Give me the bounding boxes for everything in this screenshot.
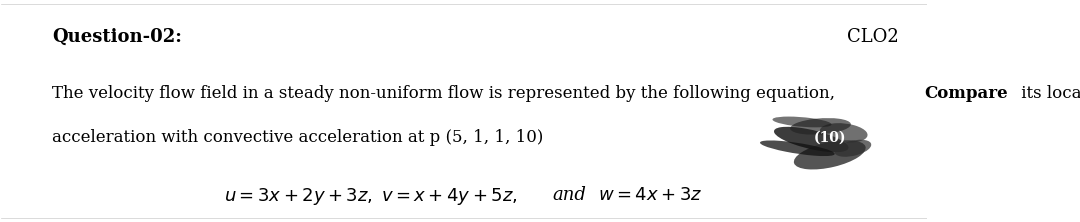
Text: its local: its local	[1016, 85, 1080, 102]
Text: Compare: Compare	[924, 85, 1008, 102]
Text: $v = x + 4y + 5z,$: $v = x + 4y + 5z,$	[381, 186, 517, 206]
Text: acceleration with convective acceleration at p (5, 1, 1, 10): acceleration with convective acceleratio…	[52, 129, 543, 146]
Ellipse shape	[835, 140, 872, 157]
Text: and: and	[552, 186, 586, 204]
Text: CLO2: CLO2	[848, 28, 900, 46]
Text: $u = 3x + 2y + 3z,$: $u = 3x + 2y + 3z,$	[224, 186, 373, 206]
Ellipse shape	[794, 140, 866, 169]
Ellipse shape	[772, 117, 832, 127]
Ellipse shape	[774, 127, 849, 152]
Text: (10): (10)	[813, 130, 846, 144]
Text: Question-02:: Question-02:	[52, 28, 183, 46]
Ellipse shape	[760, 141, 835, 156]
Text: The velocity flow field in a steady non-uniform flow is represented by the follo: The velocity flow field in a steady non-…	[52, 85, 840, 102]
Ellipse shape	[820, 123, 867, 143]
Text: $w = 4x + 3z$: $w = 4x + 3z$	[598, 186, 703, 204]
Ellipse shape	[791, 118, 851, 135]
